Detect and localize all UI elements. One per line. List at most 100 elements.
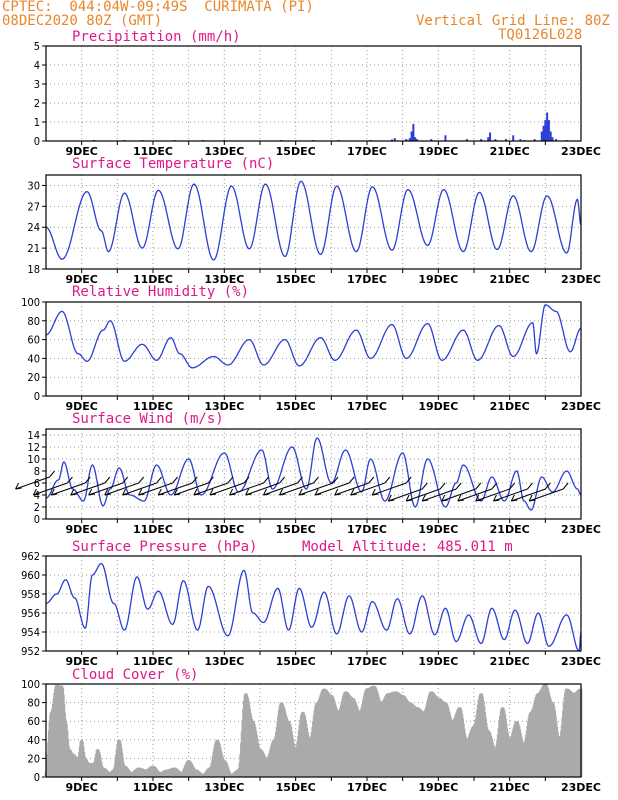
series-line — [45, 304, 582, 369]
precip-bar — [540, 131, 543, 141]
wind-barb-head — [173, 488, 178, 496]
y-tick-label: 30 — [27, 179, 40, 192]
x-tick-label: 17DEC — [347, 145, 387, 158]
wind-barb-flag — [348, 476, 355, 484]
precip-bar — [519, 139, 522, 141]
panel-frame — [45, 428, 582, 520]
wind-barb-head — [528, 494, 533, 502]
x-tick-label: 15DEC — [276, 781, 316, 794]
x-tick-label: 9DEC — [65, 145, 97, 158]
y-tick-label: 100 — [21, 678, 40, 691]
wind-barb-shaft — [88, 482, 123, 496]
x-tick-label: 15DEC — [276, 523, 316, 536]
wind-barb-head — [104, 493, 111, 496]
y-tick-label: 960 — [21, 569, 40, 582]
y-tick-label: 100 — [21, 296, 40, 309]
precip-bar — [551, 137, 554, 141]
wind-barb-flag — [297, 476, 303, 484]
wind-barb-head — [88, 493, 95, 496]
series-line — [45, 437, 582, 511]
x-tick-label: 11DEC — [133, 145, 173, 158]
wind-barb-head — [334, 493, 341, 496]
wind-barb-head — [493, 494, 497, 502]
wind-barb-head — [299, 493, 306, 496]
wind-barb-flag — [313, 476, 319, 484]
wind-barb-head — [388, 499, 395, 502]
wind-barb-shaft — [70, 482, 106, 496]
wind-barb-flag — [439, 482, 446, 490]
panel-frame — [45, 555, 582, 652]
wind-barb-shaft — [245, 482, 280, 496]
precip-bar — [465, 139, 468, 141]
precip-bar — [505, 139, 508, 141]
wind-barb-shaft — [441, 488, 476, 502]
wind-barb-head — [88, 488, 93, 496]
y-tick-label: 2 — [34, 97, 40, 110]
wind-barb-head — [138, 493, 145, 496]
wind-barb-shaft — [138, 482, 173, 496]
x-tick-label: 21DEC — [490, 781, 530, 794]
x-tick-label: 11DEC — [133, 655, 173, 668]
wind-barb-head — [32, 488, 37, 496]
wind-barb-flag — [384, 476, 391, 484]
wind-barb-flag — [455, 482, 462, 490]
wind-barb-flag — [227, 476, 234, 484]
x-tick-label: 9DEC — [65, 400, 97, 413]
wind-barb-flag — [243, 476, 250, 484]
panel-frame — [45, 45, 582, 142]
wind-barb-shaft — [193, 482, 229, 496]
wind-barb-head — [371, 488, 376, 496]
wind-barb-head — [70, 493, 77, 496]
wind-barb-shaft — [51, 482, 86, 496]
x-tick-label: 21DEC — [490, 400, 530, 413]
wind-barb-head — [493, 499, 500, 502]
y-tick-label: 60 — [27, 715, 40, 728]
x-tick-label: 11DEC — [133, 273, 173, 286]
y-tick-label: 962 — [21, 550, 40, 563]
wind-barb-flag — [421, 482, 428, 490]
precip-bar — [547, 120, 550, 141]
wind-barb-flag — [544, 482, 551, 490]
precip-bar — [494, 139, 497, 141]
x-tick-label: 11DEC — [133, 400, 173, 413]
wind-barb-shaft — [529, 488, 564, 502]
panel-frame — [45, 301, 582, 397]
wind-barb-flag — [156, 476, 162, 484]
wind-barb-head — [122, 488, 127, 496]
wind-barb-shaft — [15, 476, 50, 490]
wind-barb-head — [279, 493, 286, 496]
x-tick-label: 23DEC — [561, 273, 601, 286]
wind-barb-head — [138, 488, 143, 496]
panel-frame — [45, 174, 582, 270]
precip-bar — [410, 131, 413, 141]
x-tick-label: 21DEC — [490, 523, 530, 536]
wind-barb-head — [350, 488, 355, 496]
x-tick-label: 13DEC — [204, 655, 244, 668]
wind-barb-head — [475, 494, 480, 502]
wind-barb-flag — [368, 476, 375, 484]
x-tick-label: 17DEC — [347, 273, 387, 286]
x-tick-label: 19DEC — [418, 400, 458, 413]
y-tick-label: 14 — [27, 429, 40, 442]
panel-subtitle: Model Altitude: 485.011 m — [302, 539, 513, 555]
wind-barb-shaft — [298, 482, 334, 496]
wind-barb-head — [314, 488, 319, 496]
wind-barb-head — [174, 493, 181, 496]
wind-barb-shaft — [209, 482, 245, 496]
x-tick-label: 15DEC — [276, 655, 316, 668]
panel-title: Surface Pressure (hPa) — [72, 539, 257, 555]
x-tick-label: 15DEC — [276, 273, 316, 286]
precip-bar — [408, 138, 411, 141]
wind-barb-head — [157, 488, 162, 496]
wind-barb-head — [245, 488, 250, 496]
y-tick-label: 27 — [27, 200, 40, 213]
precip-bar — [512, 135, 515, 141]
x-tick-label: 19DEC — [418, 273, 458, 286]
y-tick-label: 5 — [34, 40, 40, 53]
y-tick-label: 2 — [34, 501, 40, 514]
wind-barb-flag — [491, 482, 498, 490]
wind-barb-shaft — [405, 488, 441, 502]
series-line — [45, 180, 582, 261]
panel-title: Precipitation (mm/h) — [72, 29, 241, 45]
